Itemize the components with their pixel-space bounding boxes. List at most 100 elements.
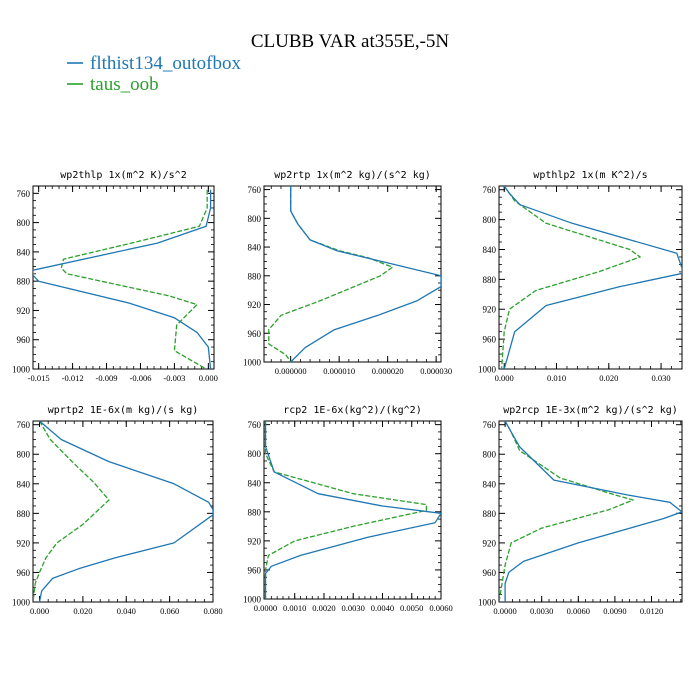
y-tick-label: 960 xyxy=(17,335,31,345)
y-tick-label: 840 xyxy=(483,245,497,255)
y-tick-label: 760 xyxy=(17,420,31,430)
y-tick-label: 800 xyxy=(248,449,262,459)
x-tick-label: 0.000000 xyxy=(275,366,307,376)
y-tick-label: 760 xyxy=(483,420,497,430)
y-tick-label: 800 xyxy=(248,214,262,224)
legend-label-flthist134-outofbox: flthist134_outofbox xyxy=(90,53,241,74)
x-tick-label: 0.000030 xyxy=(420,366,452,376)
series-line-flthist134-outofbox xyxy=(33,189,212,369)
x-tick-label: -0.015 xyxy=(28,373,50,383)
x-tick-label: 0.000 xyxy=(495,373,514,383)
x-tick-label: 0.080 xyxy=(203,606,222,616)
y-tick-label: 880 xyxy=(483,275,497,285)
panel-2: wp2rtp 1x(m^2 kg)/(s^2 kg) 760 800 840 880 92… xyxy=(243,170,452,376)
series-line-taus-oob xyxy=(60,189,208,369)
panel-title: wp2rcp 1E-3x(m^2 kg)/(s^2 kg) xyxy=(503,405,678,416)
series-line-flthist134-outofbox xyxy=(264,421,441,599)
series-line-flthist134-outofbox xyxy=(503,186,682,369)
y-tick-label: 800 xyxy=(17,218,31,228)
x-tick-label: 0.0120 xyxy=(640,606,663,616)
x-tick-label: 0.000 xyxy=(199,373,218,383)
series-line-taus-oob xyxy=(268,186,394,362)
y-tick-label: 920 xyxy=(17,538,31,548)
plot-frame xyxy=(263,185,442,363)
y-tick-label: 960 xyxy=(483,568,497,578)
y-tick-label: 880 xyxy=(248,271,262,281)
x-tick-label: 0.000020 xyxy=(372,366,404,376)
x-tick-label: 0.060 xyxy=(160,606,179,616)
y-tick-label: 960 xyxy=(483,335,497,345)
x-tick-label: 0.0020 xyxy=(312,603,335,613)
y-tick-label: 760 xyxy=(248,185,262,195)
y-tick-label: 960 xyxy=(17,568,31,578)
y-tick-label: 1000 xyxy=(243,358,262,368)
legend-label-taus-oob: taus_oob xyxy=(90,74,159,95)
y-tick-label: 1000 xyxy=(12,598,31,608)
y-tick-label: 800 xyxy=(483,215,497,225)
series-line-flthist134-outofbox xyxy=(290,186,441,362)
x-tick-label: 0.0010 xyxy=(283,603,306,613)
panel-title: wp2rtp 1x(m^2 kg)/(s^2 kg) xyxy=(274,170,431,181)
plot-frame xyxy=(32,420,214,603)
y-tick-label: 760 xyxy=(483,185,497,195)
figure-title: CLUBB VAR at355E,-5N xyxy=(251,31,450,52)
series-line-taus-oob xyxy=(499,421,634,602)
plot-frame xyxy=(498,185,683,370)
x-tick-label: 0.0030 xyxy=(342,603,365,613)
series-line-taus-oob xyxy=(33,421,110,602)
panel-3: wpthlp2 1x(m K^2)/s 760 800 840 880 920 960 100… xyxy=(478,170,683,383)
x-tick-label: 0.0040 xyxy=(371,603,394,613)
y-tick-label: 920 xyxy=(483,305,497,315)
x-tick-label: 0.0090 xyxy=(603,606,626,616)
y-tick-label: 840 xyxy=(17,247,31,257)
series-line-taus-oob xyxy=(264,421,428,599)
y-tick-label: 800 xyxy=(17,450,31,460)
panel-title: wpthlp2 1x(m K^2)/s xyxy=(533,170,647,181)
x-tick-label: 0.020 xyxy=(73,606,92,616)
x-tick-label: 0.0060 xyxy=(429,603,452,613)
y-tick-label: 920 xyxy=(483,538,497,548)
panel-4: wprtp2 1E-6x(m kg)/(s kg) 760 800 840 880 920… xyxy=(12,405,223,616)
x-tick-label: 0.030 xyxy=(652,373,671,383)
y-tick-label: 760 xyxy=(17,189,31,199)
x-tick-label: 0.0030 xyxy=(530,606,553,616)
panels: wp2thlp 1x(m^2 K)/s^2 760 800 840 880 920 960 1… xyxy=(12,170,683,616)
y-tick-label: 880 xyxy=(17,509,31,519)
y-tick-label: 880 xyxy=(248,507,262,517)
y-tick-label: 760 xyxy=(248,420,262,430)
series-line-flthist134-outofbox xyxy=(38,421,213,602)
y-tick-label: 920 xyxy=(248,300,262,310)
x-tick-label: 0.010 xyxy=(547,373,566,383)
legend: flthist134_outofbox taus_oob xyxy=(67,53,241,95)
x-tick-label: 0.0060 xyxy=(567,606,590,616)
panel-title: rcp2 1E-6x(kg^2)/(kg^2) xyxy=(283,405,421,416)
x-tick-label: -0.012 xyxy=(62,373,84,383)
x-tick-label: 0.0050 xyxy=(400,603,423,613)
x-tick-label: -0.003 xyxy=(163,373,185,383)
y-tick-label: 960 xyxy=(248,565,262,575)
y-tick-label: 1000 xyxy=(12,365,31,375)
plot-frame xyxy=(263,420,442,600)
y-tick-label: 1000 xyxy=(243,595,262,605)
x-tick-label: 0.020 xyxy=(599,373,618,383)
y-tick-label: 960 xyxy=(248,329,262,339)
y-tick-label: 920 xyxy=(248,536,262,546)
x-tick-label: -0.006 xyxy=(129,373,151,383)
x-tick-label: 0.040 xyxy=(117,606,136,616)
panel-title: wprtp2 1E-6x(m kg)/(s kg) xyxy=(48,405,199,416)
plot-frame xyxy=(498,420,683,603)
panel-title: wp2thlp 1x(m^2 K)/s^2 xyxy=(60,170,186,181)
y-tick-label: 840 xyxy=(483,479,497,489)
panel-1: wp2thlp 1x(m^2 K)/s^2 760 800 840 880 920 960 1… xyxy=(12,170,218,383)
plot-frame xyxy=(32,185,215,370)
y-tick-label: 920 xyxy=(17,306,31,316)
y-tick-label: 840 xyxy=(17,479,31,489)
y-tick-label: 840 xyxy=(248,478,262,488)
series-line-flthist134-outofbox xyxy=(504,421,682,602)
panel-6: wp2rcp 1E-3x(m^2 kg)/(s^2 kg) 760 800 840 88… xyxy=(478,405,683,616)
series-line-taus-oob xyxy=(500,186,641,369)
y-tick-label: 800 xyxy=(483,450,497,460)
x-tick-label: 0.0000 xyxy=(254,603,277,613)
x-tick-label: 0.0000 xyxy=(493,606,516,616)
